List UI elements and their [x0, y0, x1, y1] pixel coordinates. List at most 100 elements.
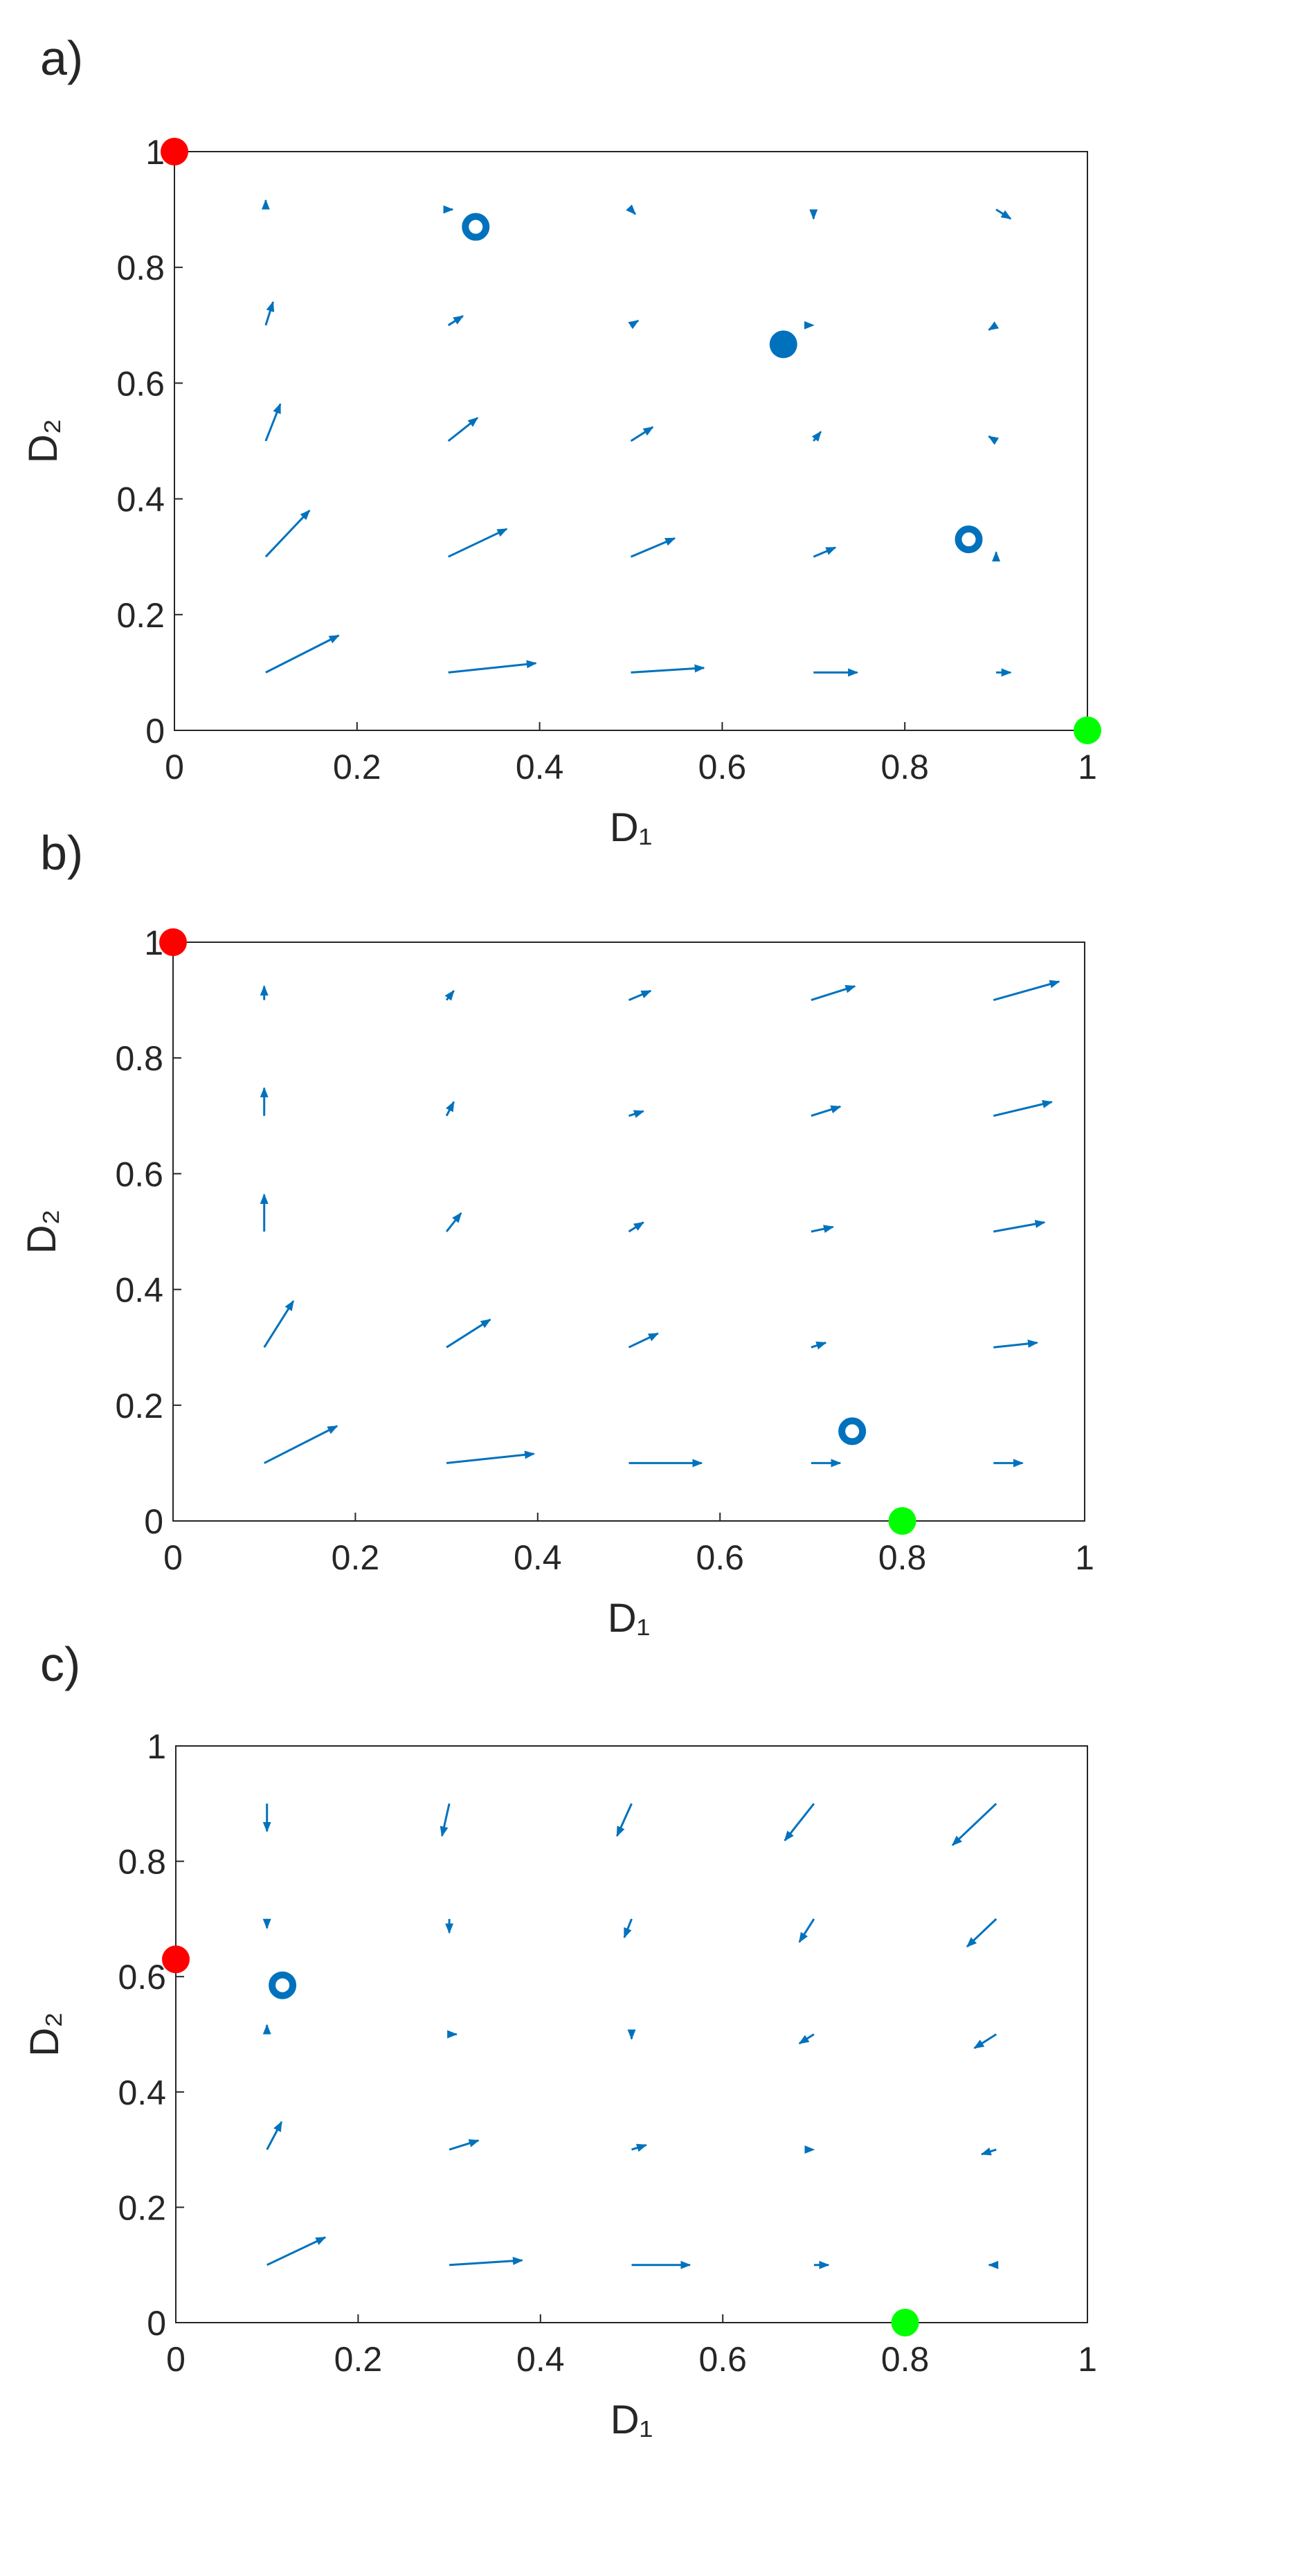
vector-arrow: [993, 1100, 1054, 1117]
x-tick-label: 0.8: [880, 748, 929, 786]
y-tick-label: 0: [144, 1502, 163, 1541]
vector-arrow: [813, 546, 837, 558]
panel-label: c): [40, 1637, 80, 1691]
vector-arrow: [798, 1918, 815, 1943]
x-tick-label: 0.4: [514, 1538, 562, 1577]
y-tick-label: 0.6: [118, 1958, 166, 1997]
x-tick-label: 1: [1078, 2340, 1097, 2379]
x-tick-label: 0.6: [698, 748, 747, 786]
vector-arrow: [811, 1105, 842, 1117]
vector-arrow: [264, 403, 282, 442]
vector-arrow: [988, 435, 1000, 445]
vector-arrow: [811, 1225, 834, 1233]
vector-arrow: [444, 990, 455, 1001]
panel-label: b): [40, 826, 83, 880]
y-tick-label: 0.6: [116, 364, 165, 403]
vector-arrow: [628, 1332, 659, 1349]
fixed-point: [269, 1971, 297, 1999]
vector-arrow: [626, 204, 636, 215]
vector-arrow: [980, 2147, 997, 2156]
y-tick-label: 1: [147, 1727, 166, 1766]
y-tick-label: 0.2: [115, 1387, 163, 1425]
vector-arrow: [446, 1450, 536, 1464]
vector-arrow: [993, 1220, 1046, 1233]
x-axis-label: D₁: [611, 2397, 653, 2442]
fixed-point: [159, 928, 187, 956]
vector-arrow: [951, 1803, 997, 1846]
fixed-point: [888, 1507, 916, 1535]
fixed-point: [891, 2309, 919, 2336]
vector-arrow: [628, 319, 640, 330]
y-tick-label: 0: [147, 2304, 166, 2343]
fixed-point: [162, 1945, 190, 1974]
vector-arrow: [266, 2120, 283, 2150]
fixed-point: [838, 1417, 867, 1445]
y-tick-label: 0.8: [116, 249, 165, 287]
vector-arrow: [966, 1918, 997, 1947]
vector-arrow: [973, 2033, 997, 2049]
vector-arrow: [630, 537, 676, 558]
x-tick-label: 0.2: [334, 2340, 383, 2379]
x-tick-label: 0.4: [516, 748, 564, 786]
y-tick-label: 0.2: [116, 596, 165, 635]
vector-arrow: [993, 1339, 1039, 1349]
vector-arrow: [784, 1803, 815, 1841]
vector-arrow: [264, 1425, 338, 1464]
vector-arrow: [811, 984, 856, 1002]
vector-arrow: [449, 2256, 523, 2267]
fixed-point: [161, 138, 188, 165]
x-tick-label: 0.2: [333, 748, 381, 786]
vector-arrow: [988, 321, 1000, 331]
vector-arrow: [263, 1300, 295, 1348]
vector-arrow: [447, 417, 479, 442]
vector-arrow: [811, 431, 822, 442]
vector-arrow: [995, 208, 1012, 220]
panel-label: a): [40, 31, 83, 85]
x-tick-label: 0.2: [332, 1538, 380, 1577]
vector-arrow: [264, 300, 275, 326]
vector-arrow: [631, 664, 705, 674]
vector-arrow: [631, 2143, 648, 2152]
vector-arrow: [446, 1318, 491, 1349]
vector-arrow: [798, 2033, 815, 2045]
y-tick-label: 0: [145, 712, 165, 750]
vector-arrow: [266, 2236, 327, 2267]
vector-arrow: [445, 1101, 455, 1117]
y-tick-label: 0.8: [115, 1039, 163, 1078]
vector-arrow: [445, 1212, 462, 1232]
x-tick-label: 0.8: [878, 1538, 927, 1577]
y-tick-label: 0.2: [118, 2188, 166, 2227]
y-axis-label: D₂: [21, 419, 66, 463]
x-axis-label: D₁: [610, 805, 652, 850]
fixed-point: [955, 525, 983, 554]
vector-arrow: [628, 989, 652, 1001]
vector-arrow: [993, 980, 1060, 1002]
x-tick-label: 0.4: [516, 2340, 565, 2379]
x-tick-label: 0: [165, 748, 184, 786]
vector-arrow: [448, 660, 537, 674]
vector-arrow: [264, 510, 311, 558]
vector-arrow: [265, 634, 340, 674]
y-axis-label: D₂: [22, 2012, 67, 2056]
vector-arrow: [447, 315, 464, 327]
x-tick-label: 0: [166, 2340, 186, 2379]
panel: c) 0 0.2 0.4 0.6 0.8 1 0 0.2 0.4 0.6 0.8 1 D₁ D₂: [22, 1637, 1097, 2442]
vector-arrow: [440, 1803, 451, 1837]
x-tick-label: 0.6: [696, 1538, 744, 1577]
fixed-point: [769, 330, 797, 359]
vector-arrow: [616, 1803, 633, 1837]
vector-arrow: [623, 1918, 633, 1938]
x-tick-label: 1: [1075, 1538, 1094, 1577]
y-tick-label: 0.4: [115, 1271, 163, 1310]
y-tick-label: 0.4: [116, 480, 165, 519]
x-tick-label: 0.6: [698, 2340, 747, 2379]
x-tick-label: 0: [163, 1538, 183, 1577]
vector-arrow: [449, 2139, 480, 2151]
y-axis-label: D₂: [19, 1209, 64, 1254]
y-tick-label: 0.4: [118, 2073, 166, 2112]
vector-arrow: [628, 1221, 644, 1233]
vector-arrow: [811, 1341, 827, 1350]
y-tick-label: 0.8: [118, 1843, 166, 1882]
vector-arrow: [630, 426, 654, 442]
